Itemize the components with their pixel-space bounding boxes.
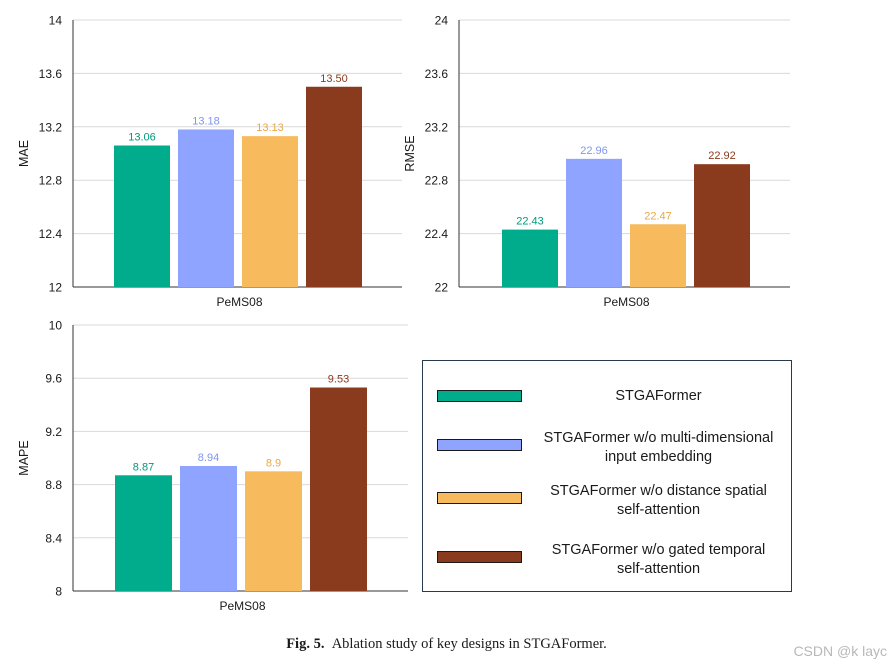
rmse-value-label-2: 22.96 xyxy=(580,145,608,157)
mape-ytick-label: 8.8 xyxy=(45,478,62,492)
mae-bar-2 xyxy=(178,129,234,287)
mae-axis-title: MAE xyxy=(17,140,31,167)
mae-xtick-label: PeMS08 xyxy=(216,295,262,309)
rmse-bar-2 xyxy=(566,158,622,287)
mae-value-label-2: 13.18 xyxy=(192,115,220,127)
rmse-value-label-3: 22.47 xyxy=(644,210,672,222)
rmse-ytick-label: 22.8 xyxy=(425,174,449,188)
mae-bar-3 xyxy=(242,136,298,287)
mape-value-label-2: 8.94 xyxy=(198,452,219,464)
legend-label-no-spatial: STGAFormer w/o distance spatial self-att… xyxy=(550,483,767,518)
rmse-xtick-label: PeMS08 xyxy=(603,295,649,309)
mape-bar-1 xyxy=(115,475,172,591)
rmse-bar-4 xyxy=(694,164,750,287)
mae-bar-1 xyxy=(114,145,170,287)
mape-bar-2 xyxy=(180,465,237,591)
mae-ytick-label: 13.6 xyxy=(39,67,63,81)
rmse-bar-3 xyxy=(630,224,686,287)
mape-bar-4 xyxy=(310,387,367,591)
mae-value-label-1: 13.06 xyxy=(128,131,156,143)
mae-ytick-label: 12 xyxy=(49,281,63,295)
watermark: CSDN @k layc xyxy=(793,643,887,659)
mape-value-label-1: 8.87 xyxy=(133,461,154,473)
legend-swatch-stgaformer xyxy=(437,390,522,402)
legend: STGAFormer STGAFormer w/o multi-dimensio… xyxy=(422,360,792,592)
legend-swatch-no-embedding xyxy=(437,439,522,451)
mape-bar-3 xyxy=(245,471,302,591)
mae-ytick-label: 12.4 xyxy=(39,227,63,241)
figure-caption: Fig. 5. Ablation study of key designs in… xyxy=(0,636,893,653)
mape-ytick-label: 9.2 xyxy=(45,425,62,439)
legend-swatch-no-spatial xyxy=(437,492,522,504)
legend-label-stgaformer: STGAFormer xyxy=(615,388,702,404)
legend-label-no-temporal: STGAFormer w/o gated temporal self-atten… xyxy=(551,542,766,577)
mape-ytick-label: 9.6 xyxy=(45,372,62,386)
caption-text: Ablation study of key designs in STGAFor… xyxy=(331,636,607,652)
legend-swatch-no-temporal xyxy=(437,551,522,563)
mae-bar-4 xyxy=(306,86,362,287)
caption-label: Fig. 5. xyxy=(286,636,325,652)
mape-ytick-label: 10 xyxy=(49,319,63,333)
mape-axis-title: MAPE xyxy=(17,440,31,475)
mae-value-label-4: 13.50 xyxy=(320,73,348,85)
rmse-ytick-label: 23.6 xyxy=(425,67,449,81)
legend-label-no-embedding: STGAFormer w/o multi-dimensional input e… xyxy=(543,430,774,465)
rmse-value-label-4: 22.92 xyxy=(708,150,736,162)
mape-value-label-4: 9.53 xyxy=(328,374,349,386)
mae-ytick-label: 14 xyxy=(49,14,63,28)
mape-ytick-label: 8.4 xyxy=(45,531,62,545)
rmse-value-label-1: 22.43 xyxy=(516,216,544,228)
rmse-ytick-label: 22.4 xyxy=(425,227,449,241)
mae-ytick-label: 12.8 xyxy=(39,174,63,188)
mae-value-label-3: 13.13 xyxy=(256,122,284,134)
mape-xtick-label: PeMS08 xyxy=(219,599,265,613)
rmse-ytick-label: 23.2 xyxy=(425,120,449,134)
rmse-ytick-label: 24 xyxy=(435,14,449,28)
rmse-ytick-label: 22 xyxy=(435,281,449,295)
rmse-bar-1 xyxy=(502,229,558,287)
mae-ytick-label: 13.2 xyxy=(39,120,63,134)
mape-value-label-3: 8.9 xyxy=(266,457,281,469)
mape-ytick-label: 8 xyxy=(55,585,62,599)
rmse-axis-title: RMSE xyxy=(403,135,417,171)
